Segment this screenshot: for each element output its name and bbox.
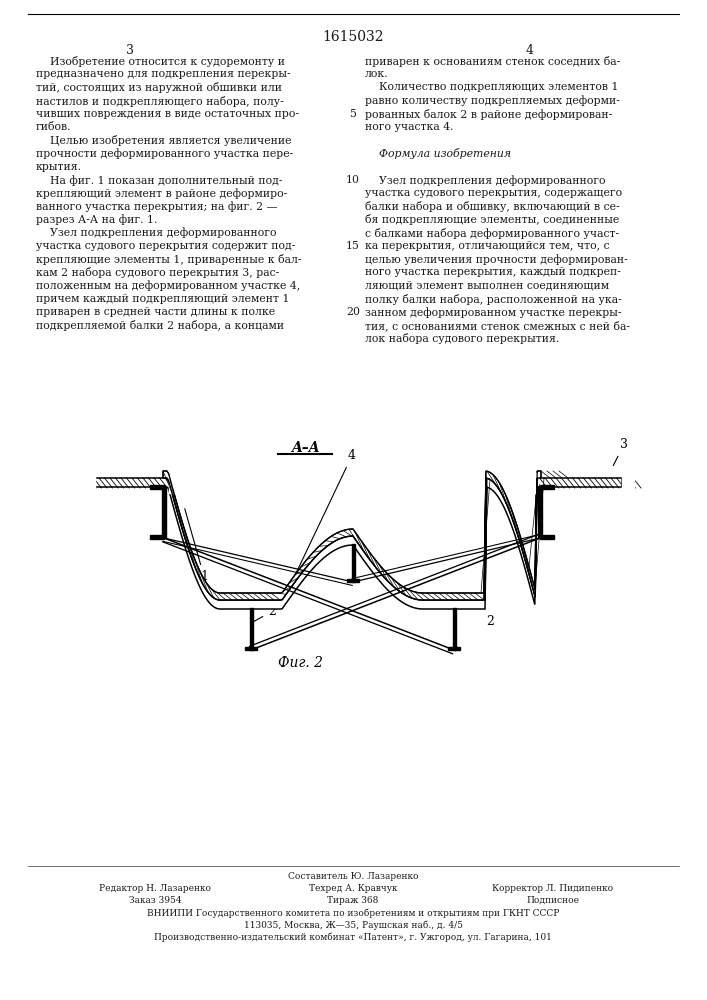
Bar [168,473,189,493]
Text: 4: 4 [294,449,356,577]
Text: Узел подкрепления деформированного: Узел подкрепления деформированного [36,228,276,238]
Text: Корректор Л. Пидипенко: Корректор Л. Пидипенко [493,884,614,893]
Text: лок.: лок. [365,69,389,79]
Text: 1615032: 1615032 [322,30,384,44]
Text: равно количеству подкрепляемых деформи-: равно количеству подкрепляемых деформи- [365,96,620,106]
Text: Заказ 3954: Заказ 3954 [129,896,181,905]
Polygon shape [163,471,541,600]
Bar [347,579,359,582]
Text: 3: 3 [613,438,628,466]
Text: кам 2 набора судового перекрытия 3, рас-: кам 2 набора судового перекрытия 3, рас- [36,267,279,278]
Text: 10: 10 [346,175,360,185]
Bar [85,473,95,493]
Text: положенным на деформированном участке 4,: положенным на деформированном участке 4, [36,280,300,291]
Text: приварен к основаниям стенок соседних ба-: приварен к основаниям стенок соседних ба… [365,56,620,67]
Bar [621,473,633,493]
Text: 1: 1 [185,509,208,583]
Text: Техред А. Кравчук: Техред А. Кравчук [309,884,397,893]
Text: балки набора и обшивку, включающий в се-: балки набора и обшивку, включающий в се- [365,201,619,212]
Text: причем каждый подкрепляющий элемент 1: причем каждый подкрепляющий элемент 1 [36,294,289,304]
Bar [452,608,455,650]
Bar [448,647,460,650]
Text: полку балки набора, расположенной на ука-: полку балки набора, расположенной на ука… [365,294,621,305]
Text: крепляющий элемент в районе деформиро-: крепляющий элемент в районе деформиро- [36,188,287,199]
Text: A–A: A–A [291,441,320,455]
Bar [540,485,554,489]
Text: Тираж 368: Тираж 368 [327,896,379,905]
Bar [162,486,166,538]
Text: 20: 20 [346,307,360,317]
Text: крытия.: крытия. [36,162,82,172]
Bar [245,647,257,650]
Text: Подписное: Подписное [527,896,580,905]
Text: чивших повреждения в виде остаточных про-: чивших повреждения в виде остаточных про… [36,109,299,119]
Text: На фиг. 1 показан дополнительный под-: На фиг. 1 показан дополнительный под- [36,175,283,186]
Text: рованных балок 2 в районе деформирован-: рованных балок 2 в районе деформирован- [365,109,612,120]
Text: тий, состоящих из наружной обшивки или: тий, состоящих из наружной обшивки или [36,82,282,93]
Text: 5: 5 [349,109,356,119]
Text: целью увеличения прочности деформирован-: целью увеличения прочности деформирован- [365,254,628,265]
Polygon shape [90,478,622,609]
Bar [250,608,252,650]
Text: гибов.: гибов. [36,122,71,132]
Bar [150,535,164,539]
Text: Формула изобретения: Формула изобретения [365,148,511,159]
Bar [540,535,554,539]
Text: Составитель Ю. Лазаренко: Составитель Ю. Лазаренко [288,872,419,881]
Text: разрез А-А на фиг. 1.: разрез А-А на фиг. 1. [36,214,158,225]
Text: 2: 2 [486,615,494,628]
Text: 15: 15 [346,241,360,251]
Text: Производственно-издательский комбинат «Патент», г. Ужгород, ул. Гагарина, 101: Производственно-издательский комбинат «П… [154,933,552,942]
Text: участка судового перекрытия содержит под-: участка судового перекрытия содержит под… [36,241,296,251]
Text: бя подкрепляющие элементы, соединенные: бя подкрепляющие элементы, соединенные [365,214,619,225]
Text: Изобретение относится к судоремонту и: Изобретение относится к судоремонту и [36,56,285,67]
Text: ВНИИПИ Государственного комитета по изобретениям и открытиям при ГКНТ СССР: ВНИИПИ Государственного комитета по изоб… [147,909,559,918]
Text: ляющий элемент выполнен соединяющим: ляющий элемент выполнен соединяющим [365,280,609,290]
Bar [351,544,354,582]
Text: с балками набора деформированного участ-: с балками набора деформированного участ- [365,228,619,239]
Text: 3: 3 [126,44,134,57]
Text: Целью изобретения является увеличение: Целью изобретения является увеличение [36,135,291,146]
Text: занном деформированном участке перекры-: занном деформированном участке перекры- [365,307,621,318]
Text: ка перекрытия, отличающийся тем, что, с: ка перекрытия, отличающийся тем, что, с [365,241,609,251]
Bar [526,473,538,493]
Text: Фиг. 2: Фиг. 2 [278,656,322,670]
Bar [538,486,542,538]
Text: настилов и подкрепляющего набора, полу-: настилов и подкрепляющего набора, полу- [36,96,284,107]
Text: ванного участка перекрытия; на фиг. 2 —: ванного участка перекрытия; на фиг. 2 — [36,201,278,212]
Text: Количество подкрепляющих элементов 1: Количество подкрепляющих элементов 1 [365,82,619,92]
Text: крепляющие элементы 1, приваренные к бал-: крепляющие элементы 1, приваренные к бал… [36,254,301,265]
Text: лок набора судового перекрытия.: лок набора судового перекрытия. [365,333,559,344]
Text: участка судового перекрытия, содержащего: участка судового перекрытия, содержащего [365,188,622,198]
Text: подкрепляемой балки 2 набора, а концами: подкрепляемой балки 2 набора, а концами [36,320,284,331]
Text: 113035, Москва, Ж—35, Раушская наб., д. 4/5: 113035, Москва, Ж—35, Раушская наб., д. … [243,921,462,930]
Text: 4: 4 [526,44,534,57]
Text: прочности деформированного участка пере-: прочности деформированного участка пере- [36,148,293,159]
Text: предназначено для подкрепления перекры-: предназначено для подкрепления перекры- [36,69,291,79]
Text: Редактор Н. Лазаренко: Редактор Н. Лазаренко [99,884,211,893]
Bar [150,485,164,489]
Text: ного участка 4.: ного участка 4. [365,122,453,132]
Text: Узел подкрепления деформированного: Узел подкрепления деформированного [365,175,605,186]
Text: 2: 2 [253,605,276,622]
Text: тия, с основаниями стенок смежных с ней ба-: тия, с основаниями стенок смежных с ней … [365,320,630,331]
Text: ного участка перекрытия, каждый подкреп-: ного участка перекрытия, каждый подкреп- [365,267,621,277]
Text: приварен в средней части длины к полке: приварен в средней части длины к полке [36,307,275,317]
